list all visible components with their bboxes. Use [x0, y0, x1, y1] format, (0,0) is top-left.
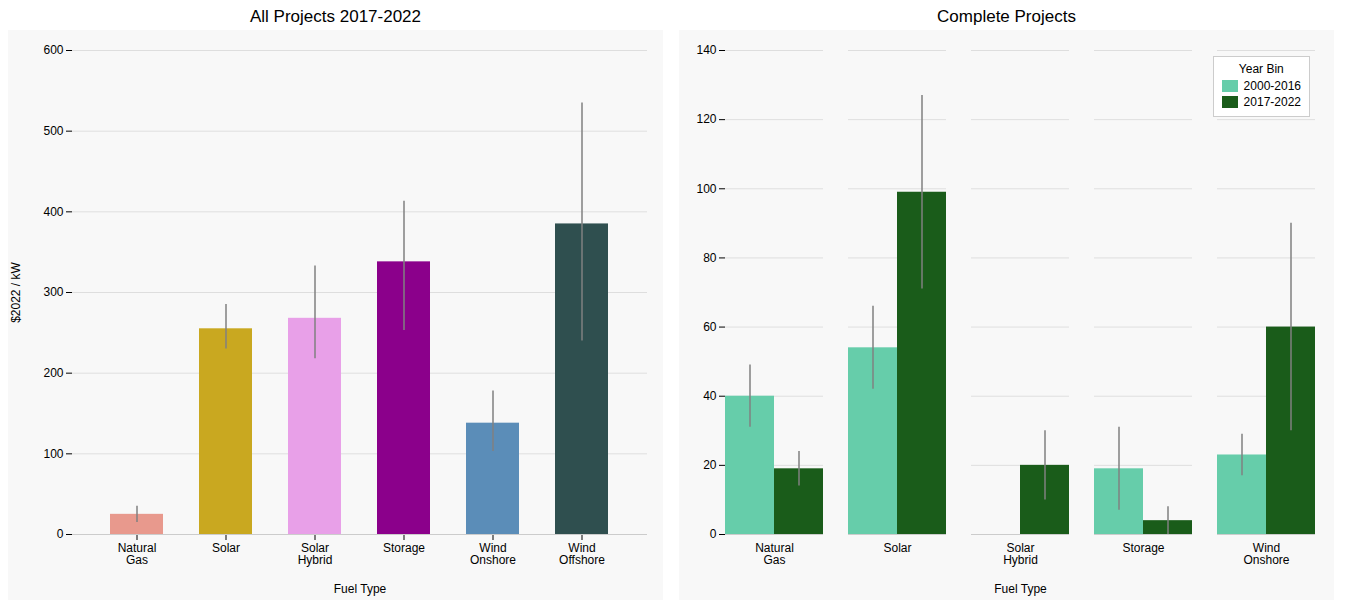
svg-text:Fuel Type: Fuel Type: [334, 582, 387, 596]
svg-text:Storage: Storage: [383, 541, 425, 555]
svg-text:WindOnshore: WindOnshore: [1243, 541, 1289, 567]
svg-text:100: 100: [43, 447, 63, 461]
svg-text:80: 80: [703, 251, 717, 265]
svg-text:Solar: Solar: [212, 541, 240, 555]
svg-text:600: 600: [43, 43, 63, 57]
svg-text:120: 120: [696, 112, 716, 126]
svg-text:NaturalGas: NaturalGas: [755, 541, 794, 567]
svg-text:200: 200: [43, 366, 63, 380]
html-text:2000-2016: 2000-2016: [1243, 79, 1301, 93]
svg-text:$2022 / kW: $2022 / kW: [9, 261, 23, 322]
svg-text:60: 60: [703, 320, 717, 334]
svg-text:40: 40: [703, 389, 717, 403]
svg-text:0: 0: [710, 527, 717, 541]
svg-text:300: 300: [43, 285, 63, 299]
svg-text:140: 140: [696, 43, 716, 57]
html-text:2017-2022: 2017-2022: [1243, 95, 1301, 109]
html-text:Year Bin: Year Bin: [1238, 62, 1284, 76]
svg-text:SolarHybrid: SolarHybrid: [298, 541, 333, 567]
svg-text:20: 20: [703, 458, 717, 472]
svg-text:NaturalGas: NaturalGas: [118, 541, 157, 567]
svg-text:Solar: Solar: [883, 541, 911, 555]
svg-text:SolarHybrid: SolarHybrid: [1003, 541, 1038, 567]
svg-text:WindOnshore: WindOnshore: [470, 541, 516, 567]
svg-text:400: 400: [43, 205, 63, 219]
svg-text:Fuel Type: Fuel Type: [994, 582, 1047, 596]
svg-text:WindOffshore: WindOffshore: [559, 541, 605, 567]
svg-text:100: 100: [696, 182, 716, 196]
svg-text:Storage: Storage: [1122, 541, 1164, 555]
html-text:All Projects 2017-2022: All Projects 2017-2022: [250, 7, 421, 26]
svg-text:0: 0: [57, 527, 64, 541]
svg-text:500: 500: [43, 124, 63, 138]
html-text:Complete Projects: Complete Projects: [937, 7, 1076, 26]
